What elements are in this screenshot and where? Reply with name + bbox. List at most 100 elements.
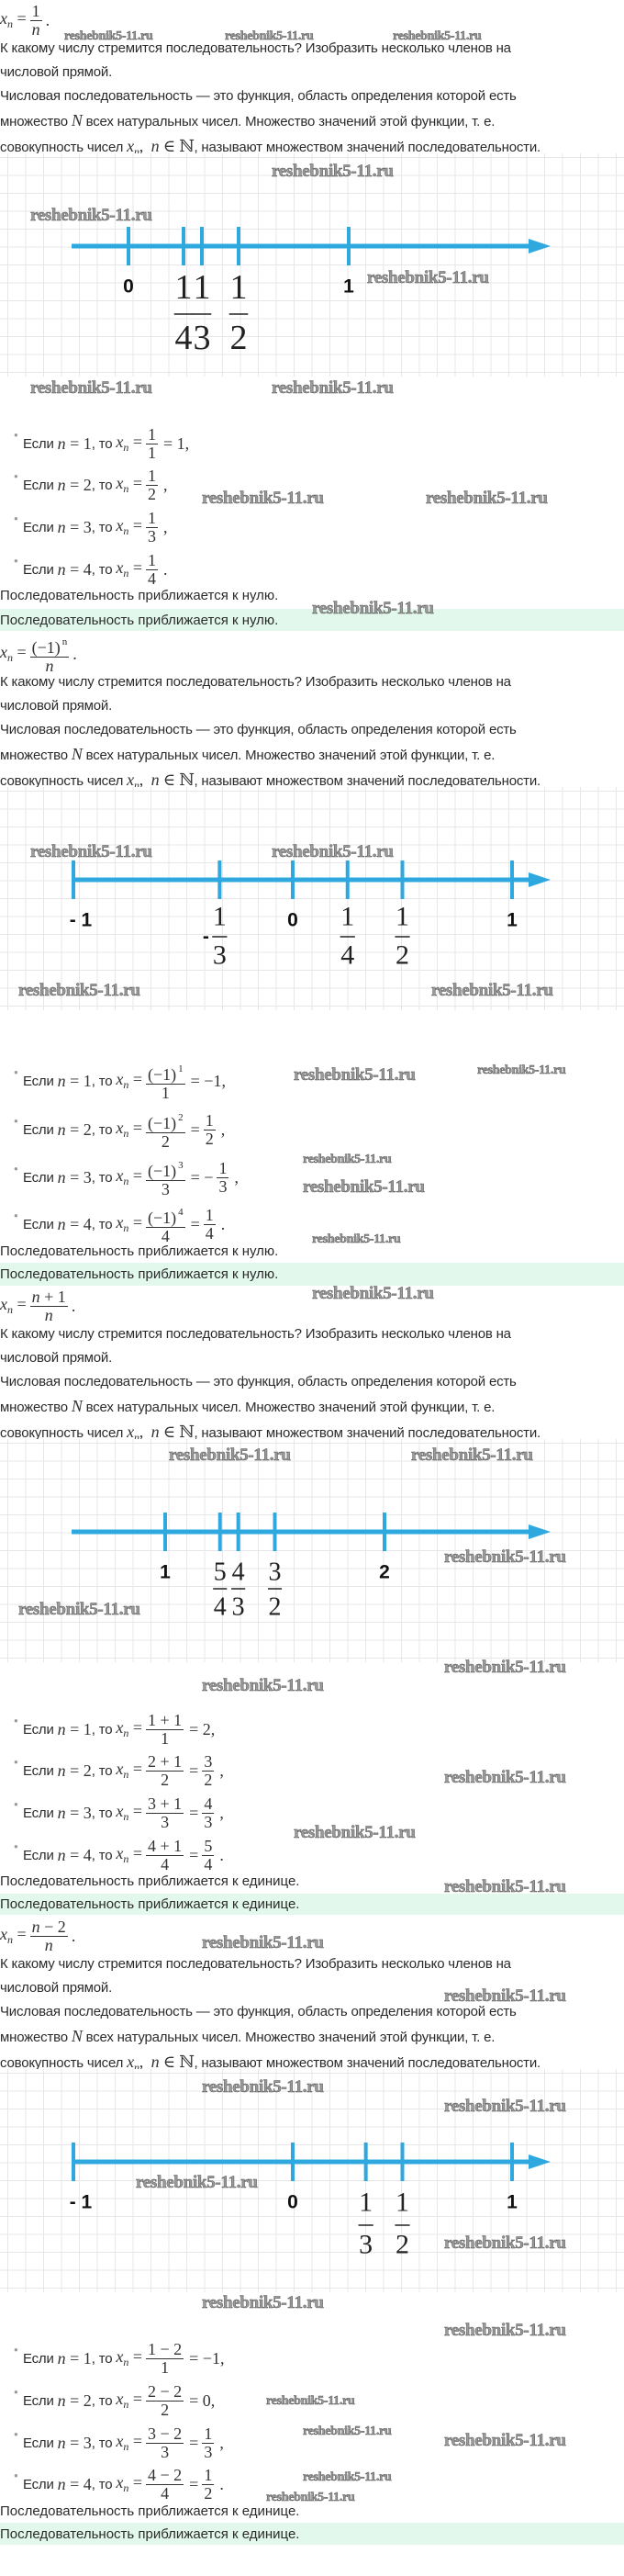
watermark-logo: reshebnik5-11.ru: [444, 2431, 566, 2451]
bullet-item: ● Если n = 1, то xn = (−1) 1 1 = −1,: [0, 1060, 624, 1102]
definition-text: всех натуральных чисел. Множество значен…: [82, 748, 496, 763]
sequence-formula: xn = 1 n.: [0, 0, 50, 40]
tick-fraction-numerator: 1: [340, 902, 354, 932]
definition-text: всех натуральных чисел. Множество значен…: [82, 114, 496, 129]
condition: n = 3: [57, 1803, 92, 1822]
tick-minus-sign: -: [203, 927, 209, 948]
bullet-dot-icon: ●: [14, 1068, 18, 1076]
fraction-denominator: 1: [146, 1083, 185, 1102]
condition: n = 1: [57, 1071, 92, 1090]
numerator-text: 1: [204, 2424, 213, 2443]
numerator-text: 1: [148, 550, 156, 569]
set-symbol: N: [71, 111, 83, 129]
numerator-text: (−1): [148, 1161, 177, 1180]
fraction-denominator: 2: [202, 1770, 215, 1789]
exponent: 1: [178, 1063, 184, 1074]
fraction-denominator: 2: [146, 484, 158, 503]
xn-lhs: xn =: [116, 2432, 142, 2453]
numerator-text: 1: [204, 2465, 213, 2484]
then-label: , то: [91, 1805, 117, 1821]
fraction-denominator: 4: [146, 1854, 184, 1873]
watermark-logo: reshebnik5-11.ru: [64, 29, 153, 44]
watermark-logo: reshebnik5-11.ru: [444, 2321, 566, 2341]
watermark-logo: reshebnik5-11.ru: [477, 1063, 566, 1078]
tick-fraction-denominator: 4: [340, 940, 354, 971]
xn-lhs: xn =: [116, 2473, 142, 2494]
if-label: Если: [23, 1721, 58, 1738]
condition: n = 2: [57, 2390, 92, 2410]
numerator-text: 2 − 2: [148, 2381, 183, 2401]
exponent: 3: [178, 1159, 184, 1171]
definition-text: , называют множеством значений последова…: [194, 773, 540, 789]
if-label: Если: [23, 1762, 58, 1779]
fraction-numerator: 1 − 2: [146, 2340, 184, 2358]
tick-fraction-numerator: 4: [232, 1558, 245, 1587]
fraction-numerator: 1: [217, 1159, 228, 1177]
numerator-text: 1 + 1: [148, 1710, 183, 1729]
if-label: Если: [23, 1805, 58, 1821]
tick-fraction-denominator: 2: [269, 1593, 282, 1622]
if-label: Если: [23, 1216, 58, 1232]
fraction-numerator: 1: [202, 2465, 214, 2484]
watermark-logo: reshebnik5-11.ru: [444, 2233, 566, 2254]
if-label: Если: [23, 2476, 58, 2492]
question-line: К какому числу стремится последовательно…: [0, 674, 511, 690]
sequence-notation: xn, n ∈ ℕ: [127, 2053, 195, 2074]
definition-text: совокупность чисел: [0, 773, 128, 789]
bullet-dot-icon: ●: [14, 1117, 18, 1125]
if-label: Если: [23, 435, 58, 452]
bullet-content: Если n = 3, то xn = (−1) 3 3 = −1 3,: [23, 1156, 239, 1198]
axis-arrow-icon: [529, 239, 551, 253]
bullet-content: Если n = 2, то xn = 1 2,: [23, 464, 168, 506]
then-label: , то: [91, 2350, 117, 2367]
formula-tail: .: [45, 10, 50, 29]
tick-fraction-denominator: 3: [232, 1593, 245, 1622]
formula-lhs: xn =: [0, 643, 27, 664]
tick-fraction-denominator: 3: [359, 2230, 373, 2260]
fraction: (−1) 4 4: [146, 1204, 185, 1245]
numerator-text: 1: [205, 1110, 214, 1130]
math-text: =: [189, 1803, 199, 1822]
fraction-denominator: 4: [146, 568, 158, 588]
xn-lhs: xn =: [116, 1166, 142, 1187]
formula-tail: .: [71, 1296, 76, 1315]
bullet-item: ● Если n = 2, то xn = 2 + 1 2 = 3 2,: [0, 1749, 624, 1792]
tick-fraction-numerator: 3: [269, 1558, 282, 1587]
fraction: (−1) 3 3: [146, 1157, 185, 1198]
fraction-denominator: 3: [146, 1812, 184, 1831]
question-line: К какому числу стремится последовательно…: [0, 1956, 511, 1972]
watermark-logo: reshebnik5-11.ru: [272, 378, 394, 399]
definition-text: всех натуральных чисел. Множество значен…: [82, 2030, 496, 2045]
tick-fraction-numerator: 1: [175, 268, 193, 307]
fraction-numerator: 1: [204, 1110, 216, 1130]
if-label: Если: [23, 1073, 58, 1089]
xn-lhs: xn =: [116, 1760, 142, 1781]
definition-text: множество: [0, 2030, 72, 2045]
definition-line: Числовая последовательность — это функци…: [0, 2004, 517, 2019]
condition: n = 3: [57, 1167, 92, 1187]
xn-lhs: xn =: [116, 558, 142, 579]
bullet-content: Если n = 3, то xn = 1 3,: [23, 506, 168, 548]
xn-lhs: xn =: [116, 1213, 142, 1234]
watermark-logo: reshebnik5-11.ru: [303, 1177, 425, 1198]
bullet-content: Если n = 1, то xn = (−1) 1 1 = −1,: [23, 1060, 226, 1102]
watermark-logo: reshebnik5-11.ru: [303, 2470, 392, 2485]
fraction-denominator: 4: [146, 1226, 185, 1245]
bullet-content: Если n = 4, то xn = 4 + 1 4 = 5 4.: [23, 1834, 224, 1876]
definition-text: множество: [0, 748, 72, 763]
fraction-denominator: n: [29, 1935, 68, 1954]
fraction-denominator: n: [29, 19, 42, 39]
then-label: , то: [91, 1762, 117, 1779]
definition-line: множество N всех натуральных чисел. Множ…: [0, 108, 540, 134]
